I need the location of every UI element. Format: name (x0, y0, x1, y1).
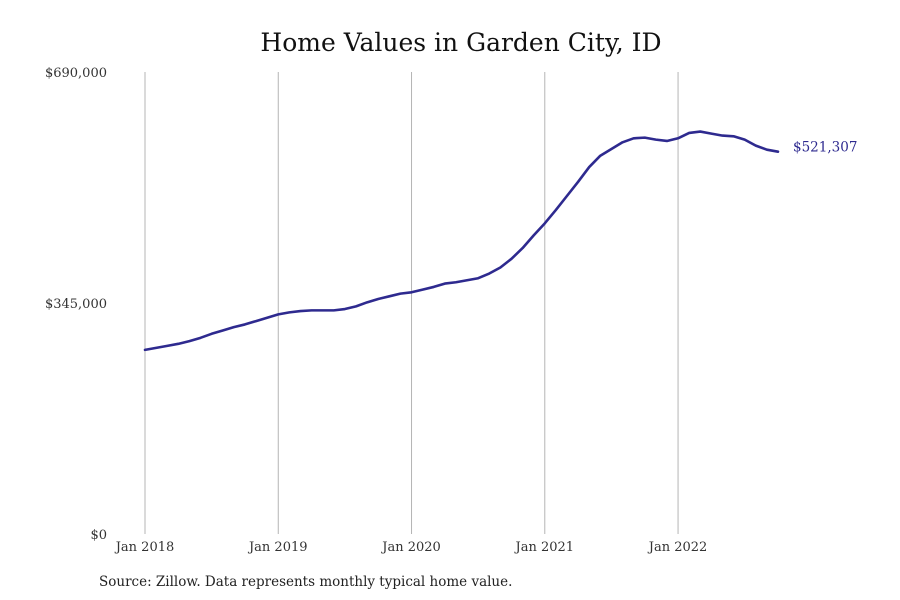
gridlines (144, 72, 679, 534)
series-line (143, 130, 780, 352)
series-end-value-label: $521,307 (793, 140, 857, 156)
x-tick-label: Jan 2020 (380, 540, 441, 555)
x-tick-label: Jan 2022 (647, 540, 708, 555)
series-layer: $521,307 (143, 130, 857, 352)
x-tick-label: Jan 2021 (514, 540, 575, 555)
x-tick-label: Jan 2019 (247, 540, 308, 555)
y-tick-label: $690,000 (45, 66, 107, 81)
x-axis-tick-labels: Jan 2018 Jan 2019 Jan 2020 Jan 2021 Jan 2022 (114, 540, 708, 555)
y-tick-label: $345,000 (45, 297, 107, 312)
y-axis-tick-labels: $690,000 $345,000 $0 (45, 66, 107, 543)
y-tick-label: $0 (90, 528, 107, 543)
source-note: Source: Zillow. Data represents monthly … (99, 574, 512, 590)
x-tick-label: Jan 2018 (114, 540, 175, 555)
chart-title: Home Values in Garden City, ID (260, 28, 661, 57)
